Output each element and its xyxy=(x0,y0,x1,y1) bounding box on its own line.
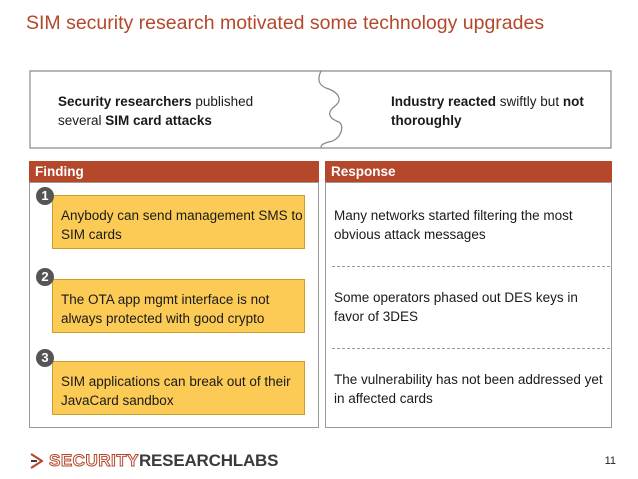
puzzle-pieces-graphic xyxy=(29,70,612,149)
puzzle-right-text: Industry reacted swiftly but not thoroug… xyxy=(391,92,601,130)
finding-number-2: 2 xyxy=(36,268,54,286)
puzzle-left-bold-2: SIM card attacks xyxy=(105,113,212,128)
logo-security: SECURITY xyxy=(49,451,139,471)
finding-box-2: The OTA app mgmt interface is not always… xyxy=(52,279,305,333)
response-header: Response xyxy=(325,161,612,182)
finding-header: Finding xyxy=(29,161,319,182)
finding-number-3: 3 xyxy=(36,349,54,367)
finding-column xyxy=(29,182,319,428)
response-separator-2 xyxy=(332,348,610,349)
srlabs-chevron-icon xyxy=(30,453,44,469)
slide-title: SIM security research motivated some tec… xyxy=(26,12,545,34)
response-text-1: Many networks started filtering the most… xyxy=(334,208,573,242)
response-separator-1 xyxy=(332,266,610,267)
finding-number-1: 1 xyxy=(36,187,54,205)
puzzle-left-text: Security researchers published several S… xyxy=(58,92,298,130)
puzzle-left-text-1: published several xyxy=(58,94,254,128)
response-text-3: The vulnerability has not been addressed… xyxy=(334,372,603,406)
puzzle-right-text-1: swiftly but xyxy=(496,94,563,109)
puzzle-right-bold-2: not thoroughly xyxy=(391,94,584,128)
srlabs-logo: SECURITYRESEARCHLABS xyxy=(30,451,278,471)
finding-box-3: SIM applications can break out of their … xyxy=(52,361,305,415)
response-text-2: Some operators phased out DES keys in fa… xyxy=(334,290,578,324)
logo-text: SECURITYRESEARCHLABS xyxy=(49,451,279,471)
page-number: 11 xyxy=(604,455,616,467)
response-column xyxy=(325,182,612,428)
finding-text-1: Anybody can send management SMS to SIM c… xyxy=(61,208,303,242)
finding-text-2: The OTA app mgmt interface is not always… xyxy=(61,292,270,326)
puzzle-right-bold: Industry reacted xyxy=(391,94,497,109)
puzzle-left-bold: Security researchers xyxy=(58,94,192,109)
logo-researchlabs: RESEARCHLABS xyxy=(138,451,279,470)
finding-text-3: SIM applications can break out of their … xyxy=(61,374,291,408)
finding-box-1: Anybody can send management SMS to SIM c… xyxy=(52,195,305,249)
